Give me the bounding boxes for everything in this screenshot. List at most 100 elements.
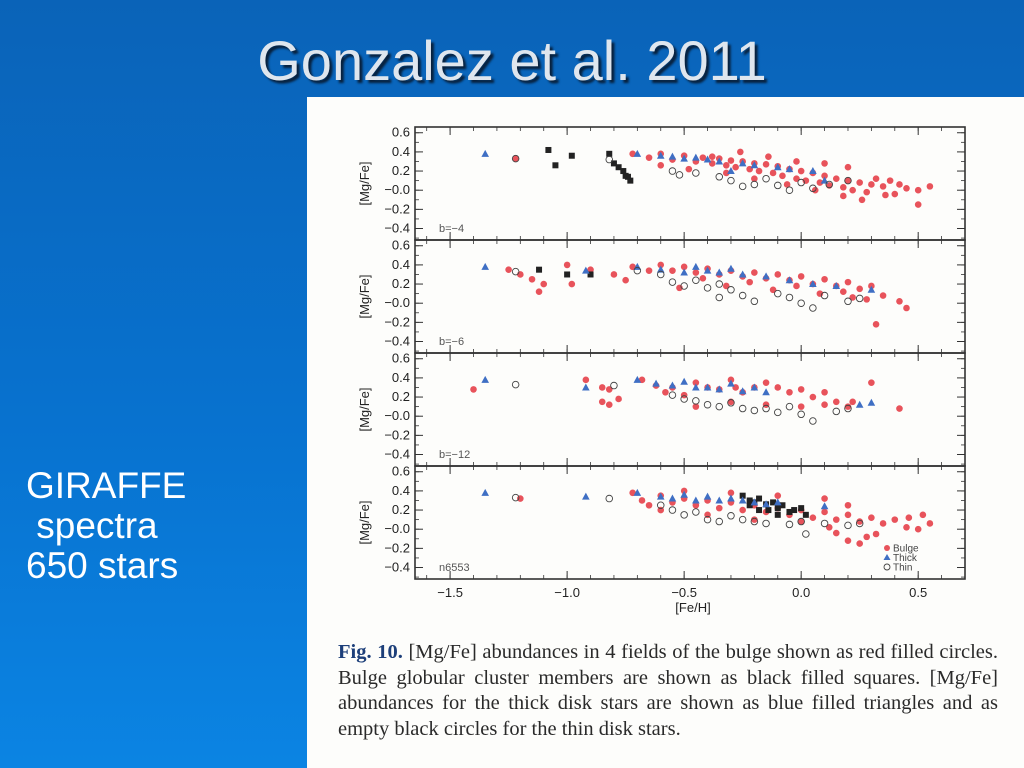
thin-point: [797, 517, 805, 526]
bulge-point: [769, 286, 777, 294]
thick-point: [820, 502, 829, 510]
thick-point: [762, 388, 770, 396]
x-tick-label: 0.0: [792, 585, 810, 600]
y-tick-label: 0.6: [392, 125, 410, 140]
bulge-point: [896, 297, 903, 305]
bulge-point: [692, 379, 700, 386]
bulge-point: [797, 386, 805, 393]
thin-point: [727, 176, 735, 185]
bulge-point: [879, 183, 887, 190]
cluster-point: [615, 164, 622, 171]
bulge-point: [914, 186, 922, 194]
bulge-point: [568, 280, 576, 288]
bulge-point: [903, 184, 910, 192]
bulge-point: [872, 320, 880, 328]
cluster-point: [774, 511, 781, 518]
bulge-point: [903, 304, 910, 312]
bulge-point: [692, 403, 700, 410]
bulge-point: [816, 179, 824, 186]
thin-point: [825, 180, 834, 189]
bulge-point: [868, 181, 875, 188]
bulge-point: [739, 506, 746, 514]
x-tick-label: −0.5: [671, 585, 697, 600]
bulge-point: [605, 386, 613, 393]
bulge-point: [832, 516, 840, 523]
thin-point: [750, 517, 759, 526]
thin-point: [797, 178, 805, 187]
bulge-point: [779, 172, 786, 180]
thin-point: [809, 417, 817, 425]
panel-label: b=−4: [439, 223, 464, 235]
thin-point: [802, 530, 810, 538]
y-tick-label: −0.2: [384, 201, 410, 216]
bulge-point: [751, 269, 758, 276]
cluster-point: [756, 507, 763, 514]
bulge-point: [844, 177, 852, 184]
thin-point: [738, 291, 747, 300]
bulge-point: [821, 388, 828, 396]
bulge-point: [669, 267, 676, 274]
bulge-point: [610, 271, 618, 278]
panel-label: n6553: [439, 562, 470, 574]
thick-point: [633, 149, 642, 157]
thick-point: [867, 398, 876, 406]
thick-point: [692, 496, 700, 504]
cluster-point: [552, 162, 559, 169]
bulge-point: [598, 384, 606, 391]
bulge-point: [727, 157, 735, 164]
thin-point: [715, 280, 724, 288]
thin-point: [715, 293, 724, 302]
bulge-point: [809, 393, 817, 401]
bulge-point: [809, 514, 817, 522]
bulge-point: [715, 504, 723, 512]
bulge-point: [699, 275, 707, 282]
bulge-point: [863, 188, 871, 196]
y-tick-label: 0.2: [392, 502, 410, 517]
thin-point: [668, 391, 677, 399]
thin-point: [727, 512, 735, 520]
bulge-point: [821, 508, 828, 516]
caption-fig-label: Fig. 10.: [338, 641, 403, 663]
thin-point: [844, 297, 852, 306]
thick-point: [633, 488, 642, 496]
thin-point: [703, 515, 712, 524]
bulge-point: [821, 401, 828, 409]
y-tick-label: −0.2: [384, 314, 410, 329]
thick-point: [738, 387, 747, 395]
bulge-point: [849, 186, 856, 194]
bulge-point: [505, 266, 512, 273]
thick-point: [809, 280, 817, 288]
y-tick-label: 0.2: [392, 163, 410, 178]
thin-point: [668, 506, 677, 514]
bulge-point: [692, 269, 700, 276]
thick-point: [692, 383, 700, 391]
slide-title: Gonzalez et al. 2011: [257, 29, 767, 92]
bulge-point: [879, 292, 887, 299]
bulge-point: [914, 201, 922, 208]
thick-point: [656, 265, 665, 273]
bulge-point: [844, 163, 852, 171]
thin-point: [715, 517, 724, 526]
thin-point: [797, 410, 805, 419]
bulge-point: [751, 175, 758, 183]
panel-frame: [414, 352, 966, 467]
bulge-point: [926, 520, 934, 527]
thin-point: [727, 399, 735, 407]
cluster-point: [606, 150, 613, 157]
bulge-point: [914, 525, 922, 533]
y-tick-label: −0.4: [384, 560, 410, 575]
thick-point: [652, 379, 660, 387]
cluster-point: [620, 168, 627, 175]
thin-point: [668, 278, 677, 286]
y-tick-label: −0.0: [384, 182, 410, 197]
thin-point: [785, 520, 794, 529]
thin-point: [680, 282, 688, 290]
thin-point: [809, 304, 817, 312]
thin-point: [656, 501, 665, 510]
y-tick-label: −0.4: [384, 334, 410, 349]
thick-point: [668, 381, 677, 389]
thin-point: [785, 186, 794, 194]
thin-point: [675, 171, 684, 179]
bulge-point: [903, 523, 910, 531]
thick-point: [582, 383, 590, 391]
